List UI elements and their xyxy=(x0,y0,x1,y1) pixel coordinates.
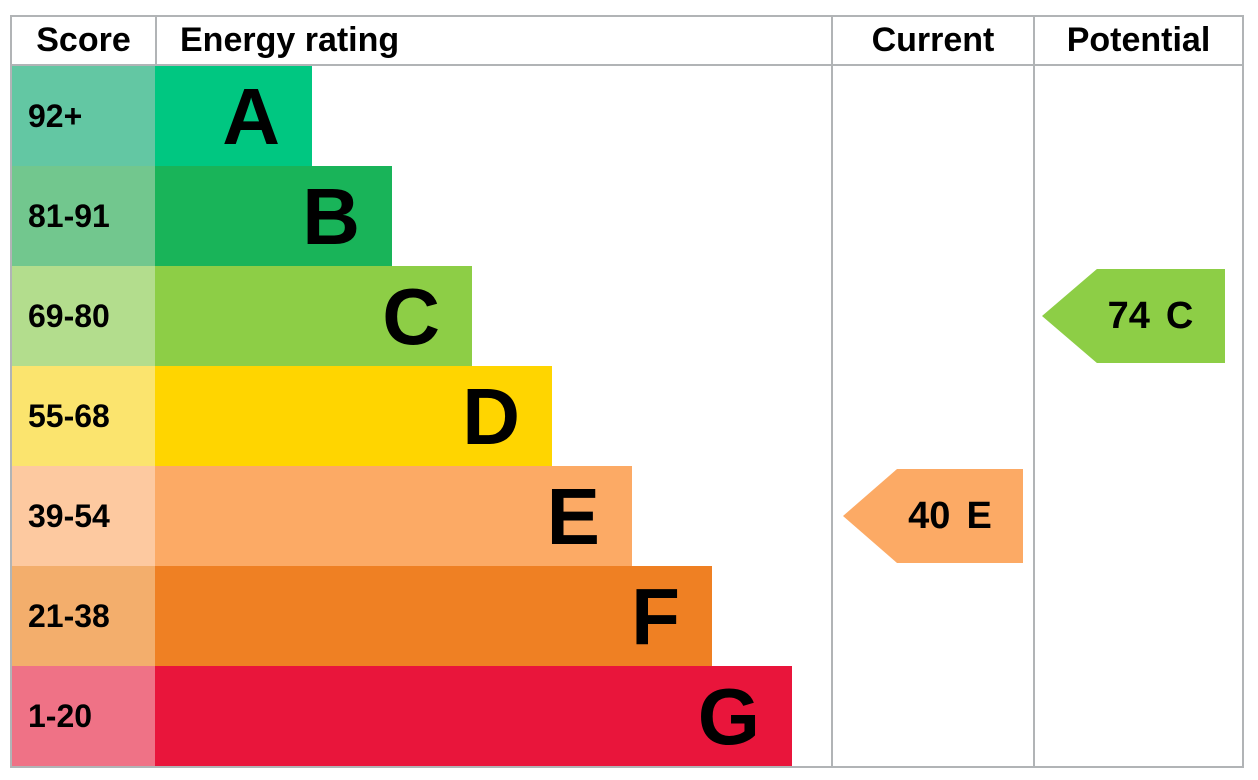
rating-bar-b: B xyxy=(155,166,392,266)
band-row-d: 55-68 D xyxy=(12,366,1242,466)
band-row-g: 1-20 G xyxy=(12,666,1242,766)
header-current: Current xyxy=(871,21,995,59)
potential-score-value: 74 xyxy=(1107,294,1150,337)
score-range-e: 39-54 xyxy=(12,466,155,566)
rating-bar-g: G xyxy=(155,666,792,766)
current-column-divider xyxy=(831,17,833,766)
band-row-f: 21-38 F xyxy=(12,566,1242,666)
band-letter-f: F xyxy=(631,572,680,661)
score-range-f: 21-38 xyxy=(12,566,155,666)
rating-bar-f: F xyxy=(155,566,712,666)
band-row-c: 69-80 C xyxy=(12,266,1242,366)
band-letter-b: B xyxy=(302,172,360,261)
header-score: Score xyxy=(36,21,131,59)
band-row-b: 81-91 B xyxy=(12,166,1242,266)
band-letter-g: G xyxy=(697,672,760,761)
header-potential: Potential xyxy=(1066,21,1211,59)
header-energy-rating: Energy rating xyxy=(180,21,400,59)
current-score-value: 40 xyxy=(908,494,951,537)
score-range-b: 81-91 xyxy=(12,166,155,266)
score-range-d: 55-68 xyxy=(12,366,155,466)
current-band-letter: E xyxy=(966,494,992,537)
band-letter-e: E xyxy=(546,472,600,561)
score-range-c: 69-80 xyxy=(12,266,155,366)
score-range-g: 1-20 xyxy=(12,666,155,766)
potential-column-divider xyxy=(1033,17,1035,766)
rating-bar-d: D xyxy=(155,366,552,466)
header-bottom-divider xyxy=(12,64,1242,66)
band-row-e: 39-54 E xyxy=(12,466,1242,566)
band-letter-d: D xyxy=(462,372,520,461)
epc-table: Score Energy rating Current Potential 92… xyxy=(10,15,1244,768)
score-column-divider xyxy=(155,17,157,66)
rating-bar-a: A xyxy=(155,66,312,166)
band-letter-a: A xyxy=(222,72,280,161)
score-range-a: 92+ xyxy=(12,66,155,166)
rating-bar-e: E xyxy=(155,466,632,566)
band-row-a: 92+ A xyxy=(12,66,1242,166)
band-letter-c: C xyxy=(382,272,440,361)
potential-band-letter: C xyxy=(1165,294,1194,337)
rating-bar-c: C xyxy=(155,266,472,366)
